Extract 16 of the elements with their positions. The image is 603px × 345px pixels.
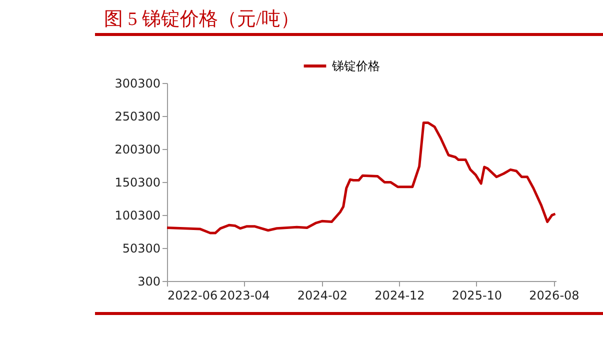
x-tick-label: 2026-08 (529, 288, 580, 302)
chart-title: 图 5 锑锭价格（元/吨） (104, 8, 300, 32)
y-tick-label: 200300 (114, 142, 160, 156)
x-tick-label: 2025-10 (452, 288, 502, 302)
y-tick-label: 100300 (114, 208, 160, 222)
x-tick-label: 2023-04 (220, 288, 270, 302)
legend-label: 锑锭价格 (331, 59, 380, 73)
x-tick-label: 2022-06 (168, 288, 218, 302)
line-series (166, 122, 556, 234)
y-tick-label: 300300 (114, 76, 160, 90)
y-tick-label: 50300 (122, 242, 160, 256)
y-tick-label: 250300 (114, 110, 160, 124)
x-tick-label: 2024-12 (374, 288, 425, 302)
y-tick-label: 300 (138, 274, 160, 288)
x-tick-label: 2024-02 (297, 288, 348, 302)
y-tick-label: 150300 (114, 176, 160, 190)
